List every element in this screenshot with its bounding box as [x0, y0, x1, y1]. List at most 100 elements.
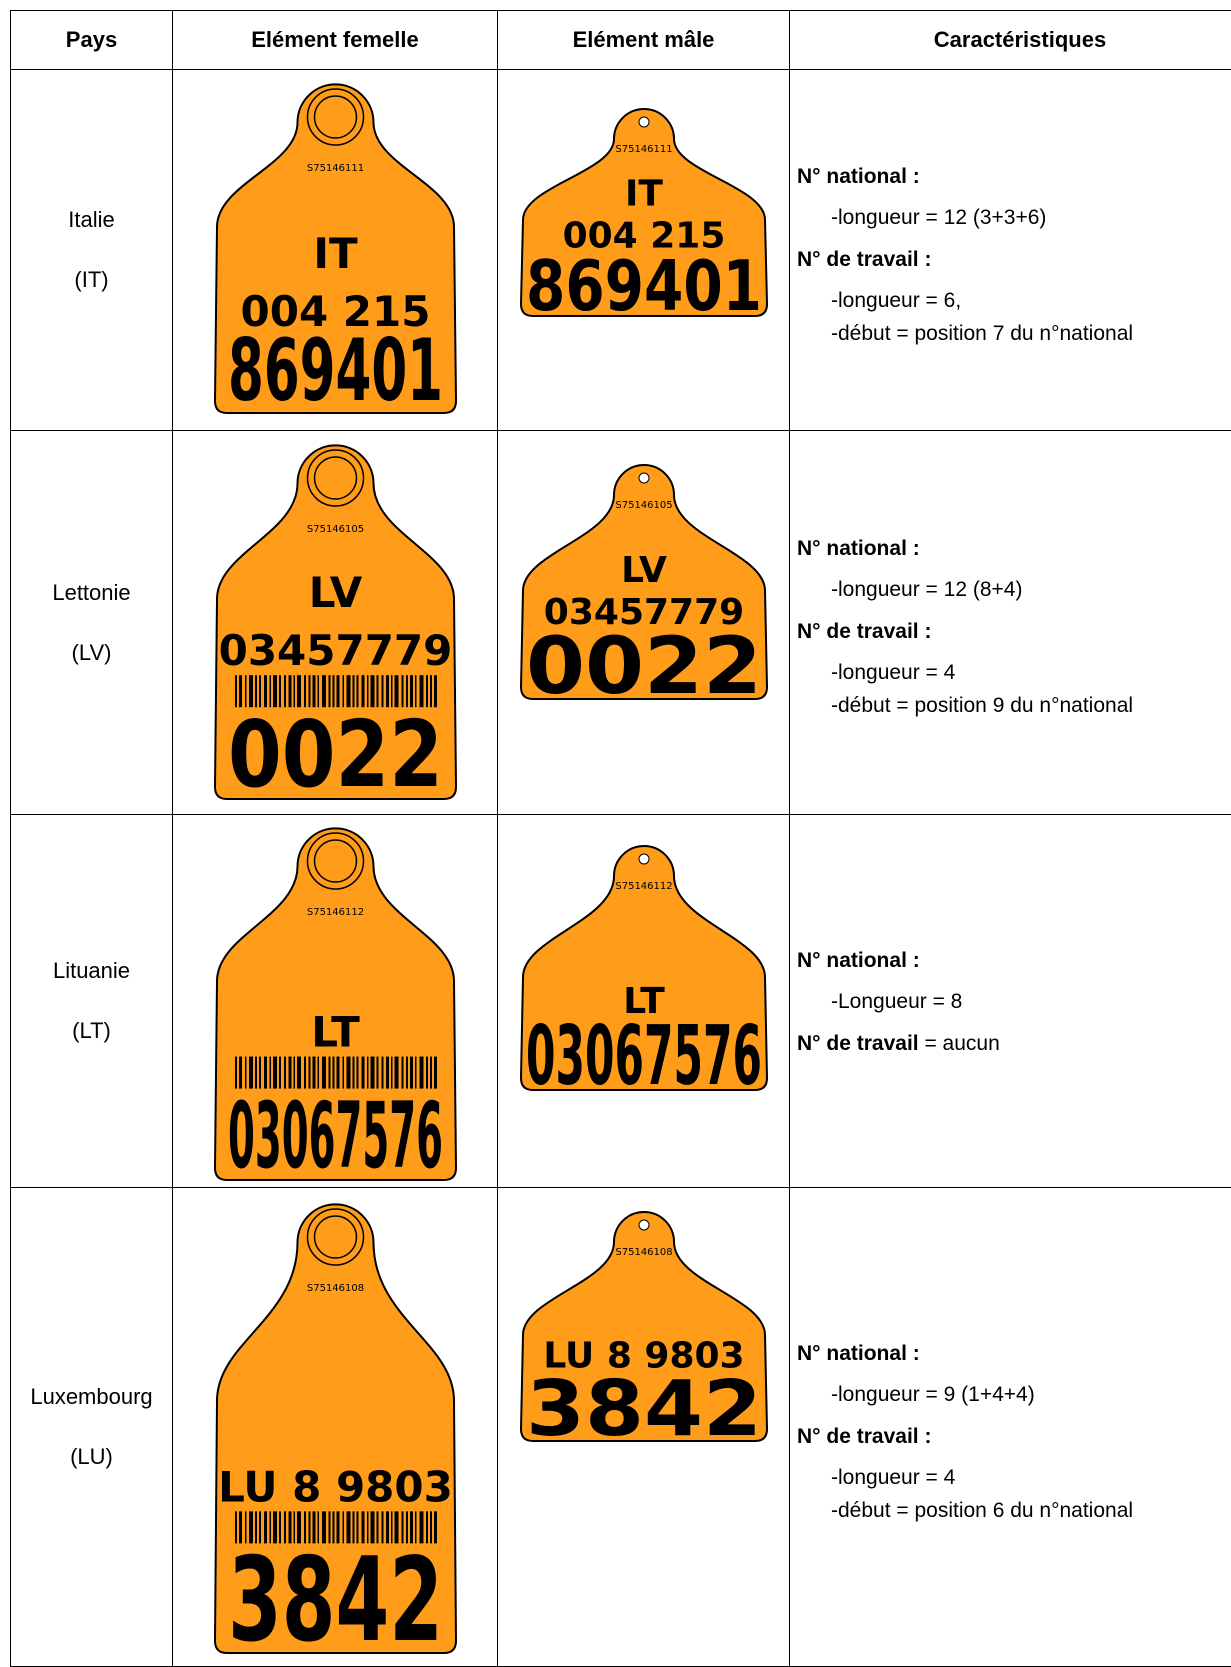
barcode-bar [415, 1511, 417, 1543]
characteristic-item: -longueur = 6, [797, 284, 1180, 317]
tag-line: 03457779 [219, 626, 453, 675]
barcode-bar [386, 1511, 389, 1543]
barcode-bar [371, 675, 375, 707]
heading-label: N° national : [797, 1342, 920, 1365]
barcode-bar [353, 1511, 355, 1543]
tag-line: IT [313, 229, 358, 278]
tag-line: LV [309, 568, 363, 617]
characteristic-item: -début = position 7 du n°national [797, 317, 1180, 350]
barcode-bar [245, 1057, 247, 1089]
heading-label: N° national : [797, 949, 920, 972]
barcode-bar [313, 1511, 316, 1543]
heading-label: N° de travail : [797, 620, 931, 643]
characteristic-heading: N° de travail : [797, 1425, 1180, 1449]
barcode-bar [239, 1057, 242, 1089]
barcode-bar [322, 1511, 326, 1543]
tag-serial: S75146111 [615, 144, 672, 155]
tag-line: 03457779 [544, 592, 744, 633]
barcode-bar [239, 1511, 242, 1543]
characteristic-heading: N° national : [797, 537, 1180, 561]
barcode-bar [410, 1511, 413, 1543]
barcode-bar [357, 1511, 359, 1543]
barcode-bar [245, 1511, 247, 1543]
barcode-bar [402, 1057, 404, 1089]
tag-serial: S75146105 [615, 500, 672, 511]
characteristic-item: -longueur = 4 [797, 656, 1180, 689]
barcode-bar [318, 675, 320, 707]
barcode-bar [343, 1511, 345, 1543]
characteristic-heading: N° de travail = aucun [797, 1032, 1180, 1056]
heading-label: N° de travail : [797, 1425, 931, 1448]
barcode-bar [430, 1057, 432, 1089]
barcode-bar [255, 1511, 257, 1543]
tag-line: LU 8 9803 [543, 1335, 744, 1376]
barcode-bar [270, 1057, 272, 1089]
barcode-bar [382, 1057, 384, 1089]
country-code: (IT) [11, 267, 172, 293]
barcode-bar [294, 1057, 296, 1089]
column-header: Pays [11, 11, 173, 70]
barcode-bar [391, 675, 393, 707]
barcode-bar [420, 1057, 424, 1089]
tag-serial: S75146111 [307, 163, 364, 174]
tag-line: LV [621, 550, 667, 591]
barcode-bar [273, 1057, 277, 1089]
barcode-bar [297, 675, 301, 707]
tag-line: LT [311, 1008, 360, 1057]
barcode-bar [322, 675, 326, 707]
tag-serial: S75146105 [307, 524, 364, 535]
barcode-bar [279, 675, 281, 707]
barcode-bar [410, 1057, 413, 1089]
barcode-bar [259, 675, 261, 707]
barcode-bar [284, 1057, 286, 1089]
barcode-bar [329, 675, 331, 707]
tag-hole [639, 473, 649, 483]
barcode-bar [347, 675, 351, 707]
barcode-bar [249, 1057, 253, 1089]
tag-hole [639, 854, 649, 864]
tag-line: LT [623, 981, 665, 1022]
barcode-bar [249, 1511, 253, 1543]
barcode-bar [415, 1057, 417, 1089]
characteristic-item: -début = position 6 du n°national [797, 1494, 1180, 1527]
barcode-bar [434, 1057, 437, 1089]
barcode-bar [420, 1511, 424, 1543]
barcode-bar [297, 1511, 301, 1543]
barcode-bar [391, 1511, 393, 1543]
barcode-bar [426, 675, 428, 707]
barcode-bar [264, 675, 267, 707]
barcode-bar [318, 1057, 320, 1089]
characteristic-item: -longueur = 4 [797, 1461, 1180, 1494]
tag-serial: S75146108 [307, 1283, 364, 1294]
barcode-bar [382, 1511, 384, 1543]
barcode-bar [410, 675, 413, 707]
barcode-bar [239, 675, 242, 707]
barcode-bar [304, 1057, 306, 1089]
barcode-bar [386, 1057, 389, 1089]
barcode-bar [362, 1511, 365, 1543]
barcode-bar [255, 675, 257, 707]
heading-label: N° de travail : [797, 248, 931, 271]
barcode-bar [333, 1511, 335, 1543]
characteristic-heading: N° de travail : [797, 248, 1180, 272]
barcode-bar [377, 1057, 379, 1089]
barcode-bar [270, 1511, 272, 1543]
barcode-bar [371, 1057, 375, 1089]
barcode-bar [329, 1057, 331, 1089]
barcode-bar [395, 1057, 399, 1089]
tag-number: 3842 [228, 1534, 443, 1666]
characteristic-item: -longueur = 12 (3+3+6) [797, 201, 1180, 234]
tag-number: 03067576 [526, 1009, 762, 1104]
barcode-bar [259, 1511, 261, 1543]
country-cell: Lituanie(LT) [11, 815, 173, 1188]
barcode-bar [353, 1057, 355, 1089]
